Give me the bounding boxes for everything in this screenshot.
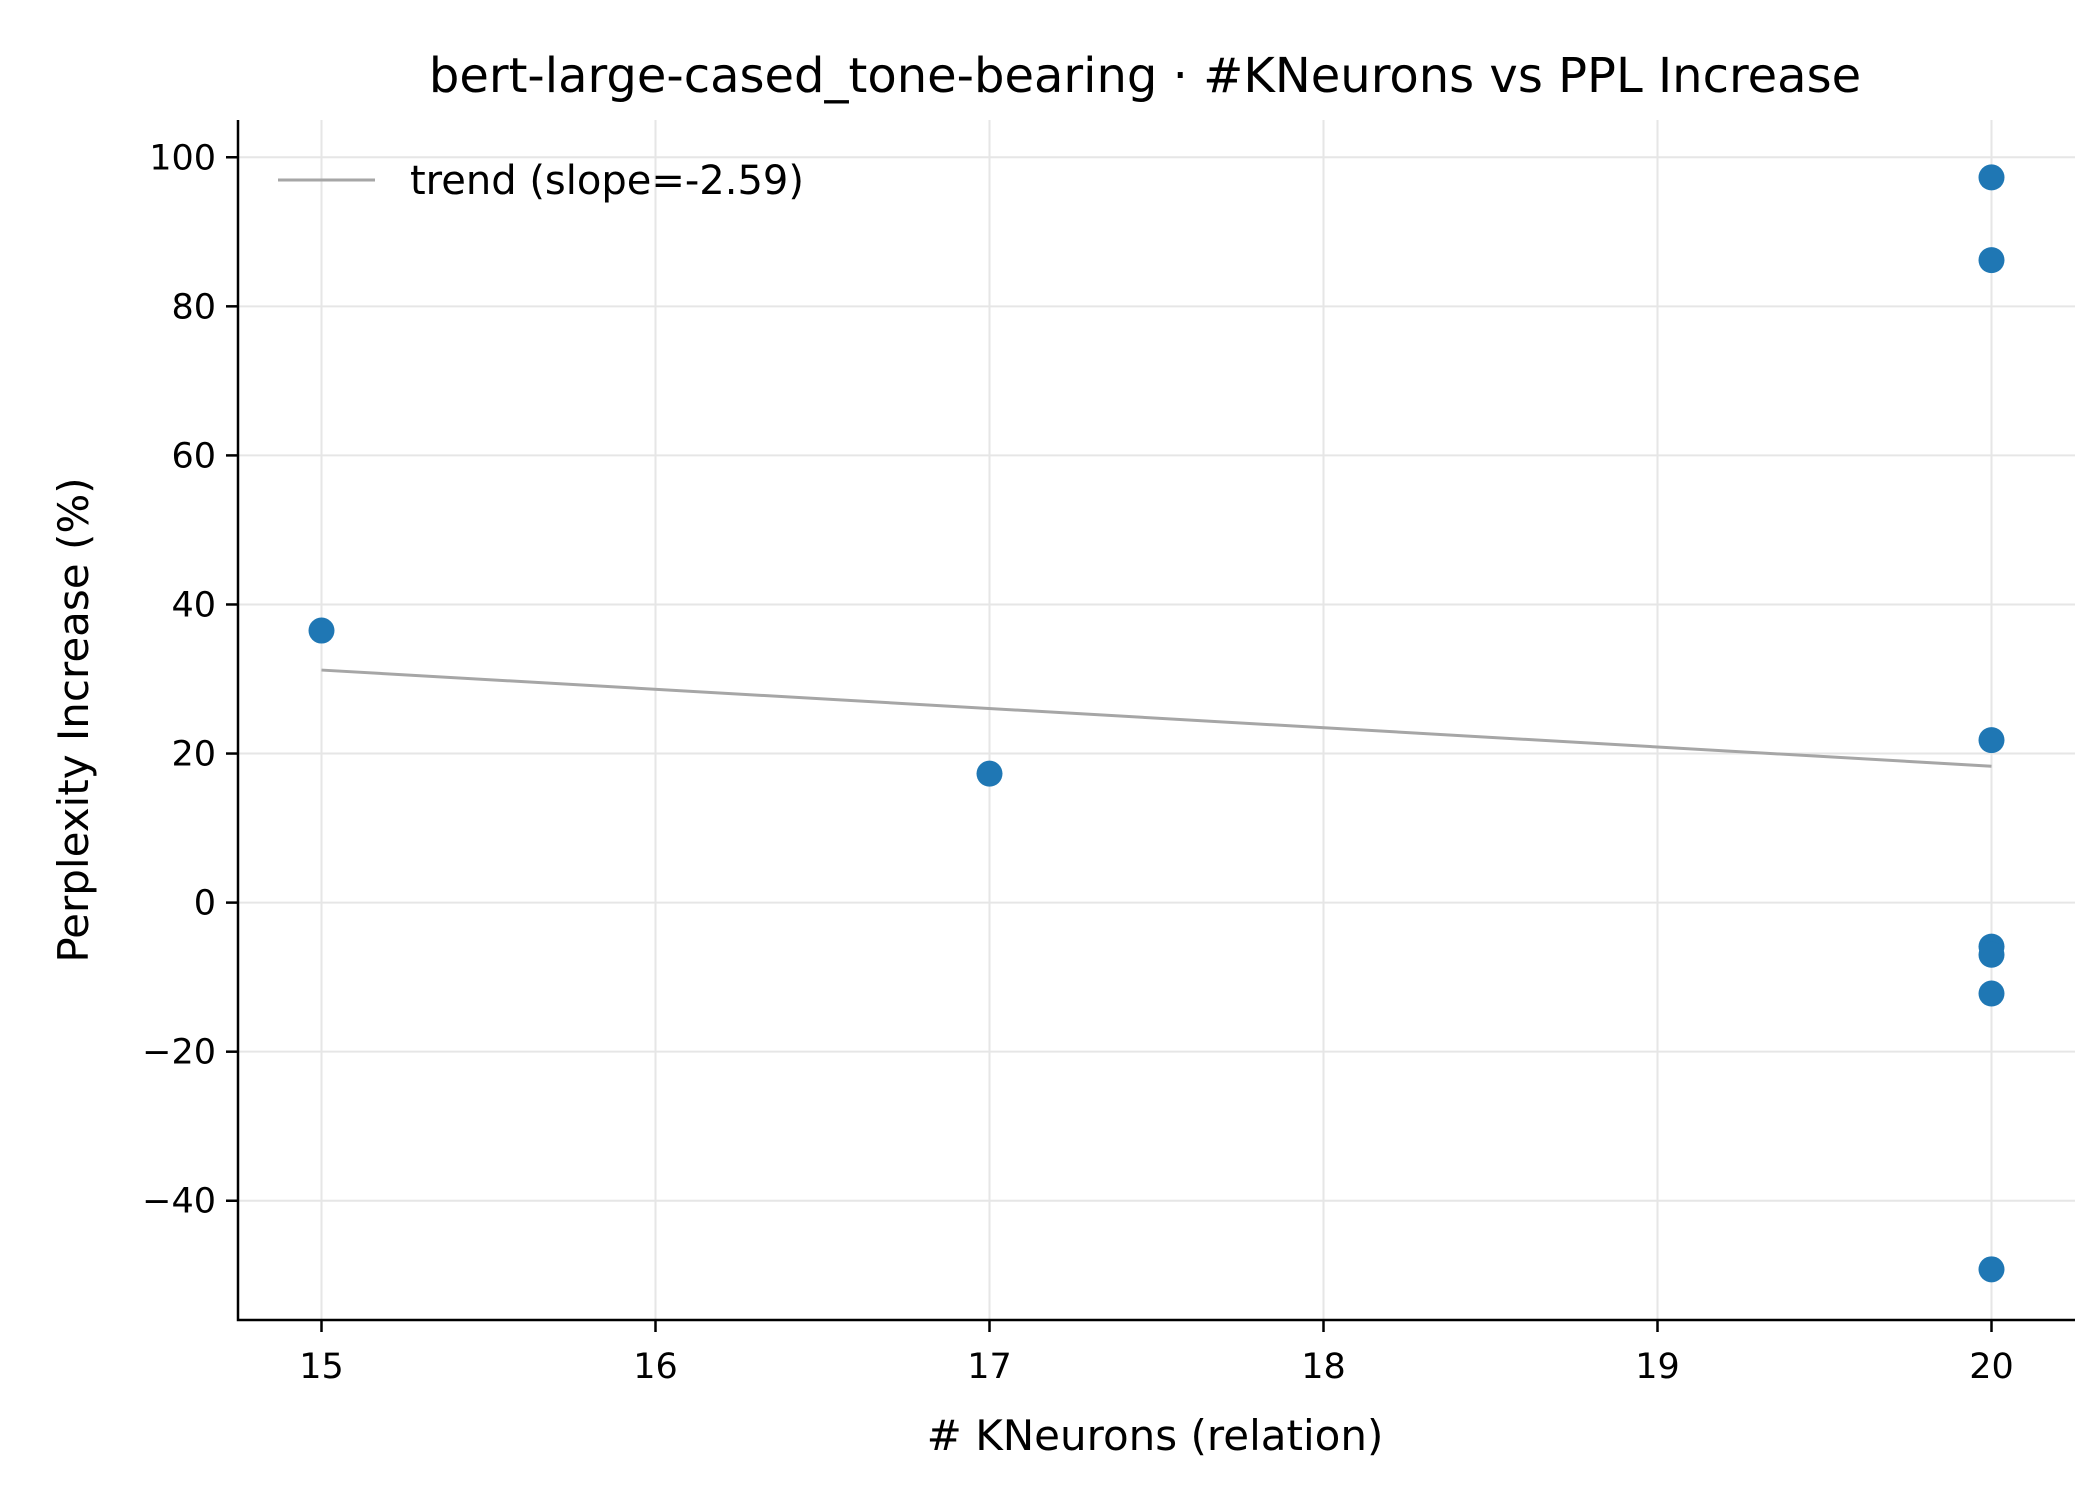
data-point [308, 617, 335, 644]
chart-title: bert-large-cased_tone-bearing · #KNeuron… [429, 48, 1861, 104]
axes-spines [236, 120, 2075, 1322]
data-point [1978, 164, 2005, 191]
y-axis-label: Perplexity Increase (%) [49, 477, 98, 962]
x-tick-label: 18 [1301, 1347, 1346, 1387]
y-tick-label: 40 [171, 585, 216, 625]
data-point [976, 760, 1003, 787]
grid [238, 120, 2075, 1320]
x-axis-ticks: 15 16 17 18 19 20 [299, 1320, 2014, 1387]
x-tick-label: 15 [299, 1347, 344, 1387]
data-point [1978, 727, 2005, 754]
legend: trend (slope=-2.59) [278, 158, 804, 204]
y-tick-label: 80 [171, 287, 216, 327]
y-tick-label: 60 [171, 436, 216, 476]
x-tick-label: 19 [1635, 1347, 1680, 1387]
data-point [1978, 247, 2005, 274]
x-axis-label: # KNeurons (relation) [927, 1411, 1384, 1460]
trend-line [321, 668, 1992, 768]
y-tick-label: −40 [142, 1182, 216, 1222]
data-points [308, 164, 2005, 1283]
y-tick-label: 100 [149, 138, 216, 178]
x-tick-label: 17 [967, 1347, 1012, 1387]
legend-trend-label: trend (slope=-2.59) [410, 158, 804, 204]
trend-layer [321, 668, 1992, 768]
y-tick-label: 20 [171, 735, 216, 775]
y-tick-label: 0 [194, 884, 216, 924]
data-point [1978, 941, 2005, 968]
data-point [1978, 980, 2005, 1007]
x-tick-label: 16 [633, 1347, 678, 1387]
y-axis-ticks: −40 −20 0 20 40 60 80 100 [142, 138, 238, 1222]
data-point [1978, 1256, 2005, 1283]
y-tick-label: −20 [142, 1033, 216, 1073]
x-tick-label: 20 [1969, 1347, 2014, 1387]
